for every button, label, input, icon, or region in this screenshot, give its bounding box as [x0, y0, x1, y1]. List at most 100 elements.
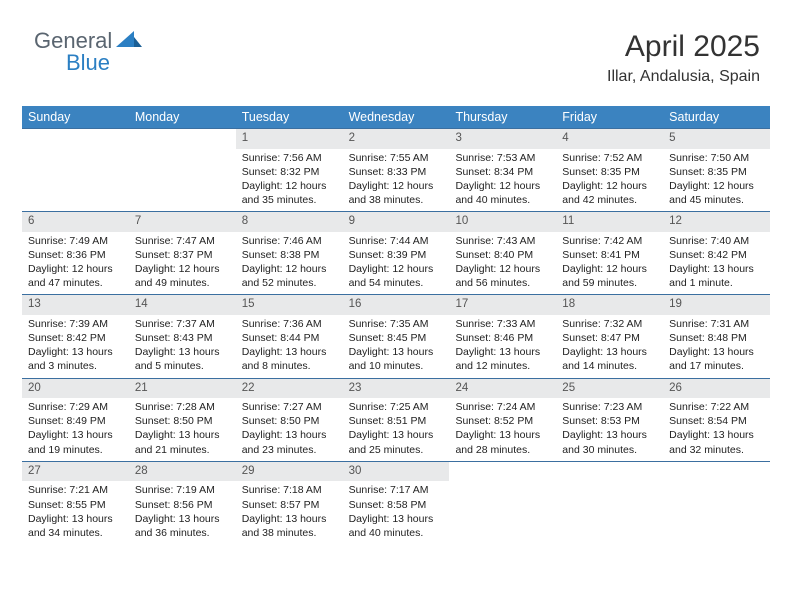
daylight-line: Daylight: 13 hours and 40 minutes.	[349, 512, 444, 540]
day-number: 13	[22, 295, 129, 315]
day-number: 4	[556, 129, 663, 149]
day-number: 12	[663, 212, 770, 232]
day-cell: 17Sunrise: 7:33 AMSunset: 8:46 PMDayligh…	[449, 295, 556, 377]
sunrise-line: Sunrise: 7:42 AM	[562, 234, 657, 248]
weekday-friday: Friday	[556, 106, 663, 128]
day-cell: 19Sunrise: 7:31 AMSunset: 8:48 PMDayligh…	[663, 295, 770, 377]
sunset-line: Sunset: 8:34 PM	[455, 165, 550, 179]
weekday-wednesday: Wednesday	[343, 106, 450, 128]
day-number	[129, 129, 236, 149]
sunrise-line: Sunrise: 7:40 AM	[669, 234, 764, 248]
sunrise-line: Sunrise: 7:17 AM	[349, 483, 444, 497]
sunrise-line: Sunrise: 7:22 AM	[669, 400, 764, 414]
sunset-line: Sunset: 8:42 PM	[28, 331, 123, 345]
daylight-line: Daylight: 12 hours and 45 minutes.	[669, 179, 764, 207]
empty-day-cell	[663, 462, 770, 544]
day-cell: 11Sunrise: 7:42 AMSunset: 8:41 PMDayligh…	[556, 212, 663, 294]
sunset-line: Sunset: 8:58 PM	[349, 498, 444, 512]
day-body: Sunrise: 7:27 AMSunset: 8:50 PMDaylight:…	[236, 398, 343, 461]
daylight-line: Daylight: 13 hours and 38 minutes.	[242, 512, 337, 540]
day-body	[663, 481, 770, 487]
day-cell: 20Sunrise: 7:29 AMSunset: 8:49 PMDayligh…	[22, 379, 129, 461]
day-number: 5	[663, 129, 770, 149]
day-number: 28	[129, 462, 236, 482]
daylight-line: Daylight: 13 hours and 5 minutes.	[135, 345, 230, 373]
weekday-monday: Monday	[129, 106, 236, 128]
day-body: Sunrise: 7:28 AMSunset: 8:50 PMDaylight:…	[129, 398, 236, 461]
day-cell: 14Sunrise: 7:37 AMSunset: 8:43 PMDayligh…	[129, 295, 236, 377]
day-body: Sunrise: 7:25 AMSunset: 8:51 PMDaylight:…	[343, 398, 450, 461]
week-row: 13Sunrise: 7:39 AMSunset: 8:42 PMDayligh…	[22, 294, 770, 377]
day-body: Sunrise: 7:22 AMSunset: 8:54 PMDaylight:…	[663, 398, 770, 461]
day-number	[449, 462, 556, 482]
sunset-line: Sunset: 8:33 PM	[349, 165, 444, 179]
day-cell: 7Sunrise: 7:47 AMSunset: 8:37 PMDaylight…	[129, 212, 236, 294]
day-body: Sunrise: 7:39 AMSunset: 8:42 PMDaylight:…	[22, 315, 129, 378]
sunrise-line: Sunrise: 7:23 AM	[562, 400, 657, 414]
day-number: 15	[236, 295, 343, 315]
sunset-line: Sunset: 8:39 PM	[349, 248, 444, 262]
daylight-line: Daylight: 13 hours and 32 minutes.	[669, 428, 764, 456]
sunrise-line: Sunrise: 7:21 AM	[28, 483, 123, 497]
sunset-line: Sunset: 8:38 PM	[242, 248, 337, 262]
daylight-line: Daylight: 12 hours and 52 minutes.	[242, 262, 337, 290]
day-cell: 13Sunrise: 7:39 AMSunset: 8:42 PMDayligh…	[22, 295, 129, 377]
day-cell: 26Sunrise: 7:22 AMSunset: 8:54 PMDayligh…	[663, 379, 770, 461]
day-body: Sunrise: 7:32 AMSunset: 8:47 PMDaylight:…	[556, 315, 663, 378]
sunset-line: Sunset: 8:41 PM	[562, 248, 657, 262]
day-body: Sunrise: 7:42 AMSunset: 8:41 PMDaylight:…	[556, 232, 663, 295]
daylight-line: Daylight: 12 hours and 38 minutes.	[349, 179, 444, 207]
day-number	[663, 462, 770, 482]
daylight-line: Daylight: 12 hours and 35 minutes.	[242, 179, 337, 207]
daylight-line: Daylight: 12 hours and 40 minutes.	[455, 179, 550, 207]
sunrise-line: Sunrise: 7:39 AM	[28, 317, 123, 331]
sunset-line: Sunset: 8:54 PM	[669, 414, 764, 428]
day-body	[129, 149, 236, 155]
daylight-line: Daylight: 13 hours and 23 minutes.	[242, 428, 337, 456]
daylight-line: Daylight: 13 hours and 1 minute.	[669, 262, 764, 290]
day-number: 18	[556, 295, 663, 315]
day-body: Sunrise: 7:43 AMSunset: 8:40 PMDaylight:…	[449, 232, 556, 295]
day-cell: 1Sunrise: 7:56 AMSunset: 8:32 PMDaylight…	[236, 129, 343, 211]
day-number: 21	[129, 379, 236, 399]
sunrise-line: Sunrise: 7:56 AM	[242, 151, 337, 165]
daylight-line: Daylight: 13 hours and 25 minutes.	[349, 428, 444, 456]
day-body: Sunrise: 7:18 AMSunset: 8:57 PMDaylight:…	[236, 481, 343, 544]
week-row: 20Sunrise: 7:29 AMSunset: 8:49 PMDayligh…	[22, 378, 770, 461]
sunrise-line: Sunrise: 7:50 AM	[669, 151, 764, 165]
day-body: Sunrise: 7:44 AMSunset: 8:39 PMDaylight:…	[343, 232, 450, 295]
daylight-line: Daylight: 13 hours and 10 minutes.	[349, 345, 444, 373]
day-number: 20	[22, 379, 129, 399]
day-number: 16	[343, 295, 450, 315]
empty-day-cell	[449, 462, 556, 544]
weekday-thursday: Thursday	[449, 106, 556, 128]
day-number: 7	[129, 212, 236, 232]
day-number: 1	[236, 129, 343, 149]
sunset-line: Sunset: 8:40 PM	[455, 248, 550, 262]
day-body: Sunrise: 7:40 AMSunset: 8:42 PMDaylight:…	[663, 232, 770, 295]
weekday-tuesday: Tuesday	[236, 106, 343, 128]
sunrise-line: Sunrise: 7:36 AM	[242, 317, 337, 331]
day-number: 10	[449, 212, 556, 232]
day-number: 27	[22, 462, 129, 482]
day-body: Sunrise: 7:23 AMSunset: 8:53 PMDaylight:…	[556, 398, 663, 461]
day-number: 24	[449, 379, 556, 399]
sunset-line: Sunset: 8:45 PM	[349, 331, 444, 345]
day-number: 26	[663, 379, 770, 399]
day-body	[449, 481, 556, 487]
weekday-saturday: Saturday	[663, 106, 770, 128]
day-body: Sunrise: 7:17 AMSunset: 8:58 PMDaylight:…	[343, 481, 450, 544]
logo: General Blue	[34, 28, 142, 54]
sunset-line: Sunset: 8:44 PM	[242, 331, 337, 345]
sunrise-line: Sunrise: 7:52 AM	[562, 151, 657, 165]
empty-day-cell	[22, 129, 129, 211]
daylight-line: Daylight: 13 hours and 19 minutes.	[28, 428, 123, 456]
sunset-line: Sunset: 8:55 PM	[28, 498, 123, 512]
sunset-line: Sunset: 8:42 PM	[669, 248, 764, 262]
day-cell: 3Sunrise: 7:53 AMSunset: 8:34 PMDaylight…	[449, 129, 556, 211]
day-number: 29	[236, 462, 343, 482]
sunset-line: Sunset: 8:49 PM	[28, 414, 123, 428]
daylight-line: Daylight: 12 hours and 59 minutes.	[562, 262, 657, 290]
sunrise-line: Sunrise: 7:43 AM	[455, 234, 550, 248]
sunrise-line: Sunrise: 7:55 AM	[349, 151, 444, 165]
